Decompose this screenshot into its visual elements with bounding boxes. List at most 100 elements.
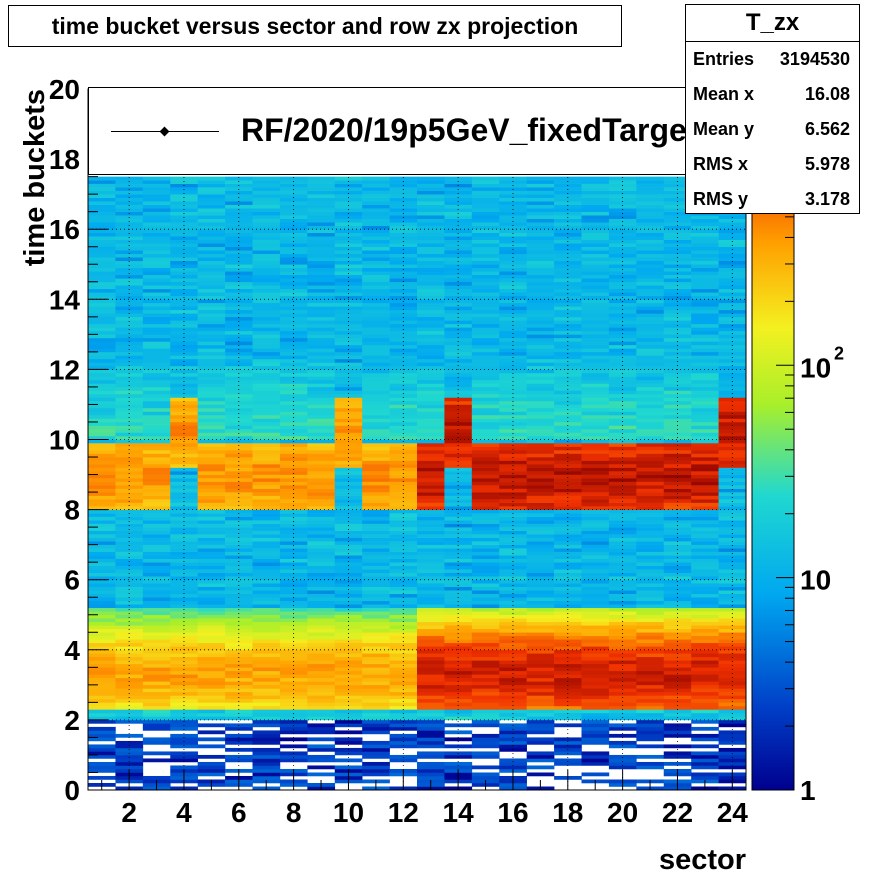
heatmap-cell xyxy=(252,257,281,262)
heatmap-cell xyxy=(389,369,418,374)
x-tick-label: 12 xyxy=(388,797,419,828)
heatmap-cell xyxy=(471,446,500,451)
heatmap-cell xyxy=(444,253,473,258)
heatmap-cell xyxy=(115,232,144,237)
heatmap-cell xyxy=(115,306,144,311)
heatmap-cell xyxy=(636,246,665,251)
heatmap-cell xyxy=(499,730,527,735)
heatmap-cell xyxy=(142,218,171,223)
heatmap-cell xyxy=(279,197,308,202)
heatmap-cell xyxy=(252,208,281,212)
heatmap-cell xyxy=(499,593,527,598)
heatmap-cell xyxy=(142,260,171,265)
heatmap-cell xyxy=(170,677,198,682)
heatmap-cell xyxy=(636,218,665,223)
heatmap-cell xyxy=(252,464,281,468)
heatmap-cell xyxy=(197,432,226,437)
heatmap-cell xyxy=(581,250,610,255)
heatmap-cell xyxy=(691,649,719,654)
heatmap-cell xyxy=(471,453,500,458)
heatmap-cell xyxy=(444,485,473,489)
heatmap-cell xyxy=(663,358,692,363)
heatmap-cell xyxy=(636,530,665,535)
heatmap-cell xyxy=(471,376,500,381)
heatmap-cell xyxy=(362,523,390,528)
heatmap-cell xyxy=(608,660,637,665)
heatmap-cell xyxy=(362,358,390,363)
heatmap-cell xyxy=(608,758,637,763)
heatmap-cell xyxy=(581,457,610,461)
heatmap-cell xyxy=(88,439,116,444)
heatmap-cell xyxy=(718,400,747,405)
heatmap-cell xyxy=(691,383,719,388)
heatmap-cell xyxy=(499,292,527,297)
heatmap-cell xyxy=(608,618,637,623)
heatmap-cell xyxy=(88,365,116,370)
heatmap-cell xyxy=(608,250,637,255)
heatmap-cell xyxy=(142,351,171,356)
heatmap-cell xyxy=(197,684,226,689)
heatmap-cell xyxy=(88,288,116,293)
heatmap-cell xyxy=(581,464,610,468)
heatmap-cell xyxy=(252,436,281,440)
heatmap-cell xyxy=(691,351,719,356)
heatmap-cell xyxy=(142,653,171,658)
heatmap-cell xyxy=(499,341,527,346)
heatmap-cell xyxy=(554,274,582,279)
heatmap-cell xyxy=(554,218,582,223)
heatmap-cell xyxy=(581,309,610,314)
heatmap-cell xyxy=(417,309,445,314)
heatmap-cell xyxy=(197,509,226,514)
heatmap-cell xyxy=(581,313,610,318)
heatmap-cell xyxy=(88,681,116,686)
heatmap-cell xyxy=(389,397,418,402)
heatmap-cell xyxy=(471,751,500,756)
heatmap-cell xyxy=(362,726,390,731)
heatmap-cell xyxy=(663,569,692,573)
heatmap-cell xyxy=(142,194,171,198)
heatmap-cell xyxy=(88,400,116,405)
heatmap-cell xyxy=(334,569,363,573)
heatmap-cell xyxy=(636,705,665,710)
heatmap-cell xyxy=(88,292,116,297)
heatmap-cell xyxy=(718,337,747,342)
heatmap-cell xyxy=(526,527,555,531)
heatmap-cell xyxy=(197,418,226,423)
heatmap-cell xyxy=(608,176,637,181)
heatmap-cell xyxy=(252,194,281,198)
heatmap-cell xyxy=(389,625,418,630)
stats-label: Entries xyxy=(693,49,755,69)
heatmap-cell xyxy=(691,460,719,465)
heatmap-cell xyxy=(88,719,116,724)
heatmap-cell xyxy=(142,579,171,584)
heatmap-cell xyxy=(115,348,144,353)
heatmap-cell xyxy=(142,548,171,552)
heatmap-cell xyxy=(691,488,719,493)
heatmap-cell xyxy=(362,393,390,398)
heatmap-cell xyxy=(115,530,144,535)
heatmap-cell xyxy=(636,397,665,402)
heatmap-cell xyxy=(307,663,336,668)
heatmap-cell xyxy=(197,597,226,602)
heatmap-cell xyxy=(471,383,500,388)
heatmap-cell xyxy=(225,393,253,398)
heatmap-cell xyxy=(581,376,610,381)
heatmap-cell xyxy=(252,218,281,223)
heatmap-cell xyxy=(252,691,281,696)
heatmap-cell xyxy=(142,243,171,248)
heatmap-cell xyxy=(389,702,418,707)
heatmap-cell xyxy=(526,691,555,696)
heatmap-cell xyxy=(471,344,500,349)
heatmap-cell xyxy=(252,509,281,514)
heatmap-cell xyxy=(581,383,610,388)
heatmap-cell xyxy=(307,250,336,255)
heatmap-cell xyxy=(252,344,281,349)
heatmap-cell xyxy=(417,439,445,444)
heatmap-cell xyxy=(225,614,253,619)
heatmap-cell xyxy=(307,197,336,202)
heatmap-cell xyxy=(526,341,555,346)
heatmap-cell xyxy=(252,705,281,710)
heatmap-cell xyxy=(526,716,555,721)
heatmap-cell xyxy=(417,593,445,598)
heatmap-cell xyxy=(170,499,198,503)
